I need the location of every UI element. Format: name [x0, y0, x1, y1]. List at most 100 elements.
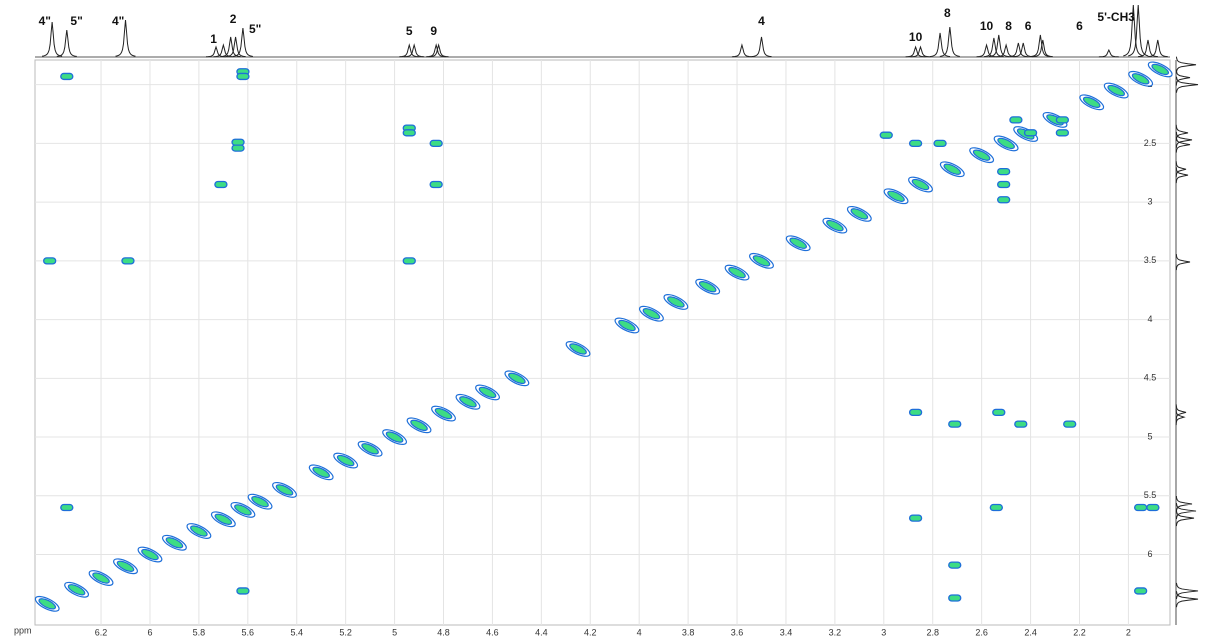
projection-peak — [42, 21, 63, 57]
diagonal-peak — [475, 384, 500, 401]
peak-label: 8 — [1005, 19, 1012, 33]
cross-peak — [214, 180, 228, 189]
projection-peak — [1175, 76, 1199, 93]
axis-label: ppm — [14, 625, 32, 635]
diagonal-peak — [846, 205, 872, 222]
diagonal-peak — [382, 429, 408, 445]
projection-peak — [232, 27, 253, 57]
x-tick-label: 4.4 — [535, 627, 548, 636]
contour — [667, 296, 685, 308]
contour — [478, 386, 497, 399]
x-tick-label: 2.2 — [1073, 627, 1086, 636]
projection-peak — [1175, 495, 1193, 513]
x-tick-label: 4.2 — [584, 627, 597, 636]
projection-peak — [1175, 69, 1191, 86]
y-tick-label: 3.5 — [1144, 255, 1157, 265]
x-tick-label: 5.8 — [193, 627, 206, 636]
projection-peak — [910, 45, 931, 58]
diagonal-peak — [1147, 61, 1173, 78]
y-tick-label: 5.5 — [1144, 490, 1157, 500]
peak-label: 4 — [758, 14, 765, 28]
x-tick-label: 5 — [392, 627, 397, 636]
cross-peak — [908, 408, 923, 417]
contour — [410, 419, 428, 432]
projection-peak — [220, 36, 241, 58]
projection-peak — [1147, 39, 1168, 58]
projection-peak — [988, 34, 1009, 58]
peak-label: 6 — [1076, 19, 1083, 33]
diagonal-peak — [614, 317, 640, 334]
diagonal-peak — [64, 581, 90, 598]
cross-peak — [1133, 587, 1148, 595]
x-tick-label: 2.8 — [926, 627, 939, 636]
x-tick-label: 2 — [1126, 627, 1131, 636]
diagonal-peak — [785, 235, 811, 252]
cross-peak — [933, 139, 947, 148]
peak-label: 4" — [39, 14, 51, 28]
cross-peak — [429, 180, 443, 189]
cross-peak — [60, 503, 74, 512]
contour — [165, 537, 184, 549]
diagonal-peak — [724, 264, 750, 281]
projection-peak — [1030, 34, 1051, 58]
peak-label: 9 — [430, 24, 437, 38]
peak-label: 5" — [70, 14, 82, 28]
y-tick-label: 4.5 — [1144, 373, 1157, 383]
contour — [508, 372, 526, 385]
cross-peak — [1133, 503, 1148, 512]
projection-peak — [939, 26, 960, 57]
cross-peak — [948, 420, 962, 428]
cross-peak — [402, 129, 416, 137]
x-tick-label: 5.4 — [290, 627, 303, 636]
contour — [459, 396, 477, 408]
peak-label: 6 — [1025, 19, 1032, 33]
diagonal-peak — [822, 217, 848, 234]
diagonal-peak — [210, 511, 236, 528]
cross-peak — [1009, 116, 1023, 124]
contour — [312, 466, 331, 478]
projection-peak — [1013, 42, 1034, 58]
projection-peak — [426, 43, 447, 58]
diagonal-peak — [137, 546, 163, 563]
x-tick-label: 6.2 — [95, 627, 108, 636]
projection-peak — [115, 19, 136, 57]
peak-label: 1 — [210, 32, 217, 46]
diagonal-peak — [247, 493, 273, 510]
projection-peak — [1175, 167, 1189, 184]
projection-peak — [1175, 409, 1186, 426]
projection-peak — [1175, 502, 1197, 520]
cross-peak — [992, 408, 1006, 417]
diagonal-peak — [1103, 82, 1129, 99]
diagonal-peak — [993, 135, 1019, 152]
diagonal-peak — [969, 147, 995, 164]
projection-peak — [1175, 161, 1187, 178]
contour — [618, 319, 636, 332]
diagonal-peak — [565, 341, 591, 357]
contour — [752, 255, 771, 267]
contour — [214, 513, 233, 525]
projection-peak — [56, 29, 77, 57]
projection-peak — [1098, 48, 1119, 58]
diagonal-peak — [357, 440, 383, 457]
cross-peak — [997, 167, 1011, 176]
diagonal-peak — [504, 370, 530, 387]
contour — [1131, 73, 1150, 85]
diagonal-peak — [230, 501, 256, 518]
contour — [116, 560, 135, 572]
diagonal-peak — [161, 534, 187, 551]
x-tick-label: 4.8 — [437, 627, 450, 636]
cross-peak — [1055, 129, 1070, 137]
x-tick-label: 5.2 — [339, 627, 352, 636]
y-tick-label: 2.5 — [1144, 138, 1157, 148]
x-tick-label: 4.6 — [486, 627, 499, 636]
contour — [385, 431, 404, 443]
cross-peak — [43, 257, 57, 265]
projection-peak — [404, 43, 425, 58]
projection-peak — [1175, 131, 1193, 148]
projection-peak — [213, 43, 234, 58]
projection-peak — [1175, 56, 1197, 73]
x-tick-label: 4 — [637, 627, 642, 636]
x-tick-label: 3.4 — [780, 627, 793, 636]
